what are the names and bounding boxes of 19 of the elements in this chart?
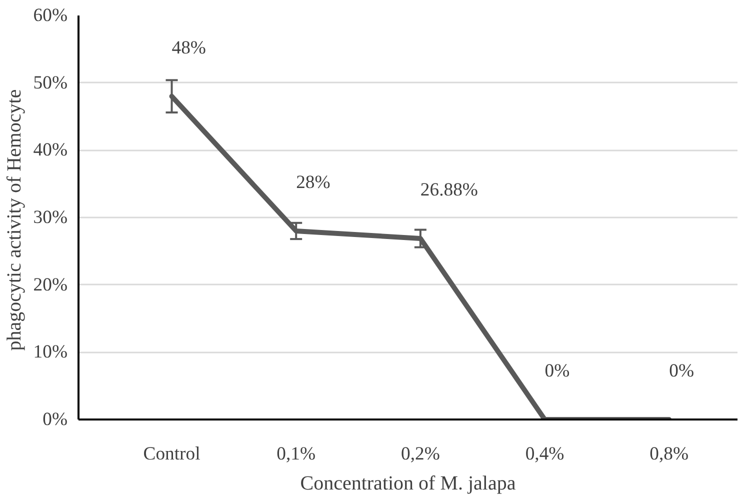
y-tick-label: 30% (33, 207, 68, 228)
y-tick-label: 10% (33, 342, 68, 363)
data-label: 0% (544, 360, 570, 382)
x-tick-label: 0,4% (525, 444, 564, 464)
x-tick-label: 0,1% (276, 444, 316, 464)
data-label: 0% (669, 360, 694, 382)
x-tick-label: Control (143, 444, 200, 464)
x-axis-title: Concentration of M. jalapa (300, 472, 516, 494)
y-axis-title: phagocytic activity of Hemocyte (3, 89, 26, 351)
y-tick-label: 50% (33, 72, 68, 94)
data-label: 48% (172, 37, 206, 58)
x-tick-label: 0,2% (401, 444, 440, 464)
y-tick-label: 0% (42, 409, 68, 430)
x-tick-label: 0,8% (650, 444, 689, 464)
y-tick-label: 40% (33, 140, 68, 161)
y-tick-label: 60% (33, 5, 68, 26)
y-tick-label: 20% (33, 274, 68, 296)
data-label: 28% (296, 172, 330, 193)
data-label: 26.88% (420, 180, 478, 201)
